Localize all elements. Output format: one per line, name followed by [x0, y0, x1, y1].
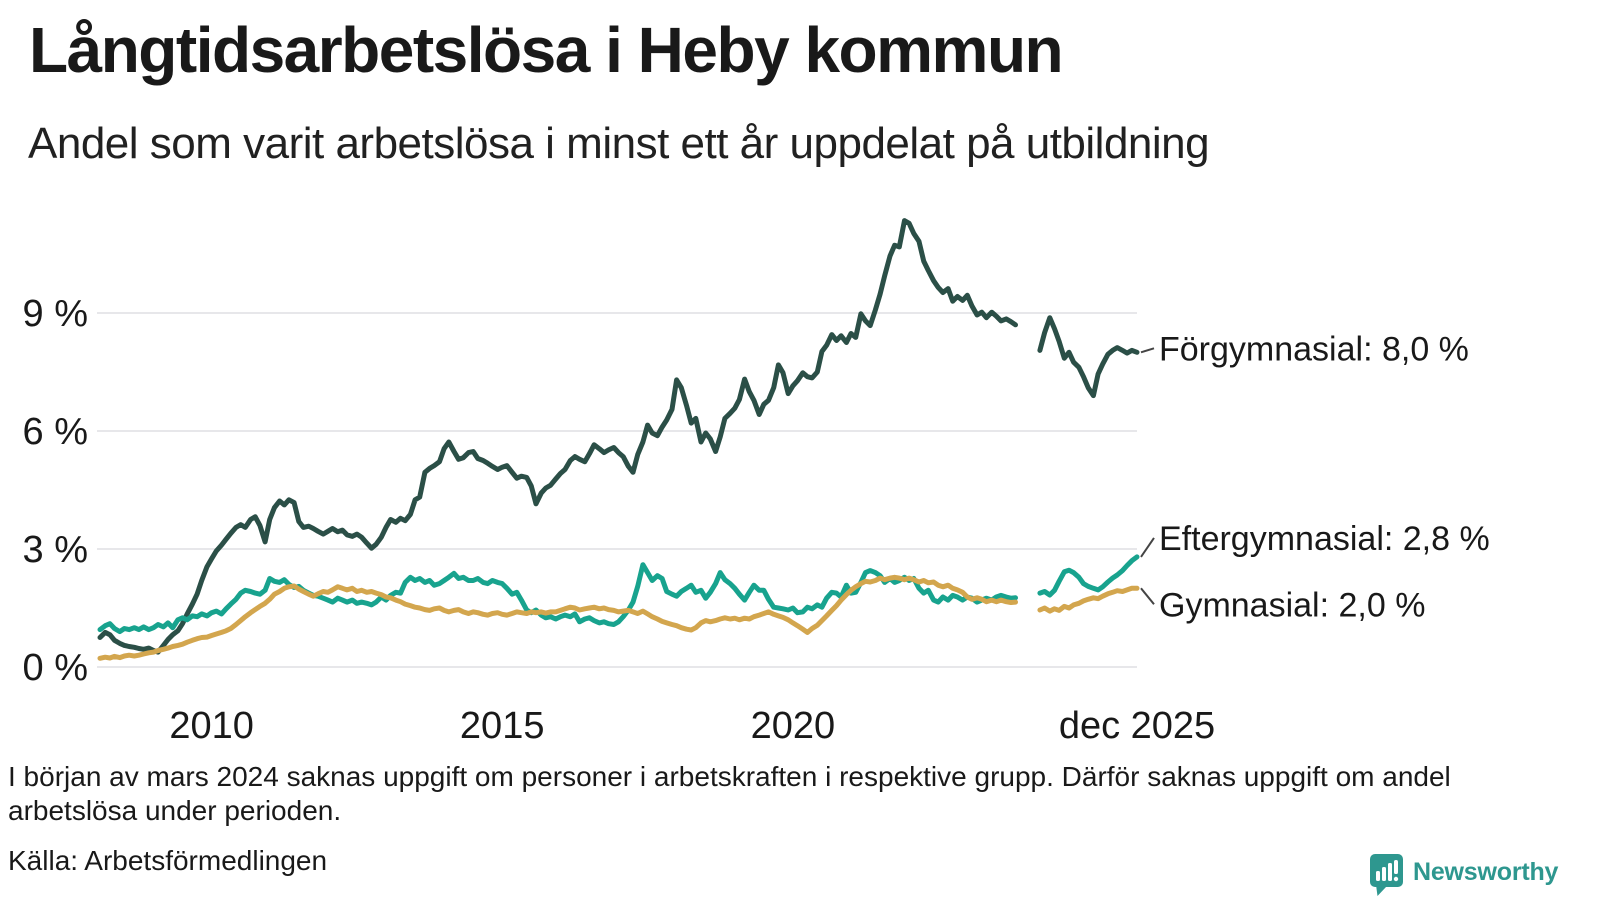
newsworthy-logo-text: Newsworthy — [1413, 858, 1559, 886]
series-label-connector-forgymnasial — [1140, 347, 1155, 354]
chart-svg: 0 % 3 % 6 % 9 % 2010 2015 2020 dec 2025 Förgymn… — [23, 218, 1490, 747]
series-line-forgymnasial — [97, 218, 1018, 655]
x-tick-label: 2015 — [460, 705, 545, 747]
page-title: Långtidsarbetslösa i Heby kommun — [29, 14, 1064, 86]
y-tick-label: 3 % — [23, 529, 88, 571]
gridlines-layer — [97, 312, 1137, 668]
series-line-forgymnasial — [1037, 315, 1140, 399]
axis-labels-layer: 0 % 3 % 6 % 9 % 2010 2015 2020 dec 2025 — [23, 293, 1216, 747]
newsworthy-logo[interactable]: Newsworthy — [1370, 854, 1558, 896]
series-label-connector-gymnasial — [1140, 587, 1155, 605]
y-tick-label: 0 % — [23, 647, 88, 689]
newsworthy-logo-icon — [1370, 854, 1403, 896]
x-tick-label: 2010 — [169, 705, 254, 747]
page-subtitle: Andel som varit arbetslösa i minst ett å… — [28, 119, 1210, 168]
y-tick-label: 6 % — [23, 411, 88, 453]
series-line-eftergymnasial — [97, 562, 1018, 635]
annotations-layer: Förgymnasial: 8,0 % Eftergymnasial: 2,8 %… — [1140, 330, 1490, 624]
series-layer — [97, 218, 1140, 661]
x-tick-label: dec 2025 — [1059, 705, 1215, 747]
series-line-gymnasial — [97, 574, 1018, 661]
series-end-label-forgymnasial: Förgymnasial: 8,0 % — [1159, 330, 1469, 368]
series-end-label-eftergymnasial: Eftergymnasial: 2,8 % — [1159, 520, 1490, 558]
source-attribution: Källa: Arbetsförmedlingen — [8, 845, 328, 876]
series-label-connector-eftergymnasial — [1140, 537, 1155, 558]
series-line-eftergymnasial — [1037, 554, 1140, 598]
series-end-label-gymnasial: Gymnasial: 2,0 % — [1159, 586, 1425, 624]
y-tick-label: 9 % — [23, 293, 88, 335]
series-line-gymnasial — [1037, 585, 1140, 614]
chart-footnote: I början av mars 2024 saknas uppgift om … — [8, 761, 1451, 826]
x-tick-label: 2020 — [751, 705, 836, 747]
